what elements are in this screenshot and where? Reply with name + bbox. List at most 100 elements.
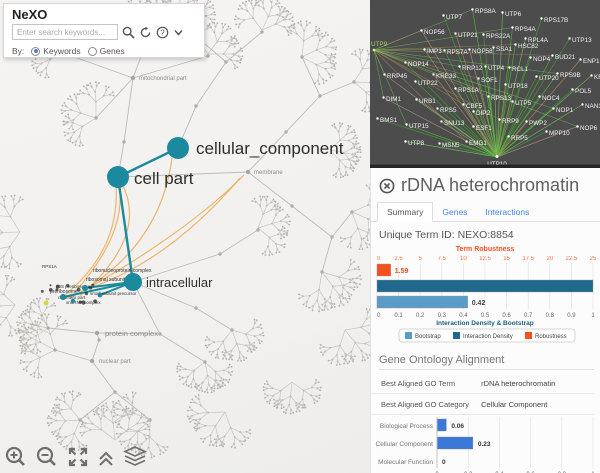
- cluster-term-label[interactable]: preribosome: [50, 289, 78, 295]
- gene-node-NOP56[interactable]: NOP56: [420, 29, 445, 36]
- help-icon[interactable]: ?: [156, 26, 169, 39]
- gene-node-SOF1[interactable]: SOF1: [477, 77, 498, 84]
- gene-node-HSC82[interactable]: HSC82: [514, 43, 539, 50]
- svg-text:22.5: 22.5: [566, 256, 578, 262]
- svg-text:NOP58: NOP58: [472, 48, 493, 55]
- cluster-term-label[interactable]: ribonucleoprotein complex: [93, 268, 152, 274]
- gene-node-RPS22A[interactable]: RPS22A: [482, 33, 511, 40]
- gene-node-MSN5[interactable]: MSN5: [438, 142, 460, 149]
- gene-node-UTP9[interactable]: UTP9: [371, 41, 388, 52]
- svg-text:UTP13: UTP13: [572, 37, 592, 44]
- gene-network-panel[interactable]: UTP7 RPS8A UTP6 RPS17B NOP56 UTP21 RPS22A RPS4A…: [370, 0, 600, 168]
- cluster-term-label[interactable]: nucleolar part: [58, 295, 86, 300]
- gene-node-UTP6[interactable]: UTP6: [501, 11, 522, 18]
- ontology-graph-svg[interactable]: ribonucleoprotein complex RPS1A ribosomal …: [0, 0, 370, 473]
- ontology-node-mitochondrial-part[interactable]: mitochondrial part: [130, 75, 187, 82]
- radio-genes-label[interactable]: Genes: [99, 46, 125, 56]
- gene-node-UTP15[interactable]: UTP15: [405, 123, 429, 130]
- gene-node-SNU13[interactable]: SNU13: [440, 120, 465, 127]
- ontology-node-intracellular[interactable]: intracellular: [124, 273, 213, 291]
- ontology-graph-canvas[interactable]: ribonucleoprotein complex RPS1A ribosomal …: [0, 0, 370, 473]
- gene-node-RPL4A[interactable]: RPL4A: [524, 37, 549, 44]
- gene-node-ESF1[interactable]: ESF1: [472, 125, 492, 132]
- svg-text:UTP20: UTP20: [539, 75, 559, 82]
- gene-network-svg[interactable]: UTP7 RPS8A UTP6 RPS17B NOP56 UTP21 RPS22A RPS4A…: [370, 0, 600, 168]
- svg-text:RRP9: RRP9: [502, 118, 519, 125]
- gene-node-RPS17B[interactable]: RPS17B: [540, 17, 568, 24]
- gene-node-POL5[interactable]: POL5: [571, 88, 592, 95]
- gene-node-IMP3[interactable]: IMP3: [423, 48, 442, 55]
- search-input[interactable]: [12, 24, 118, 40]
- gene-node-DIM1[interactable]: DIM1: [382, 96, 402, 103]
- ontology-node-cell-part[interactable]: cell part: [107, 166, 194, 188]
- radio-genes[interactable]: [87, 46, 97, 56]
- radio-keywords[interactable]: [31, 46, 41, 56]
- svg-text:EMG1: EMG1: [469, 140, 487, 147]
- tab-genes[interactable]: Genes: [442, 207, 468, 217]
- tab-summary[interactable]: Summary: [377, 202, 434, 222]
- radio-keywords-label[interactable]: Keywords: [43, 46, 81, 56]
- gene-node-URB1[interactable]: URB1: [415, 98, 436, 105]
- cluster-term-label[interactable]: small subunit precursor: [90, 291, 137, 296]
- gene-node-RRP12[interactable]: RRP12: [458, 65, 483, 72]
- cluster-term-label[interactable]: 90S preribosome: [56, 284, 91, 289]
- gene-node-BUD21[interactable]: BUD21: [551, 54, 576, 61]
- zoom-out-icon[interactable]: [36, 446, 58, 468]
- ontology-node-membrane[interactable]: membrane: [245, 169, 284, 176]
- gene-node-NAN1[interactable]: NAN1: [581, 103, 600, 110]
- gene-node-BMS1[interactable]: BMS1: [376, 117, 398, 124]
- gene-node-RPS13[interactable]: RPS13: [487, 95, 511, 102]
- gene-node-RPS1A[interactable]: RPS1A: [454, 87, 479, 94]
- svg-text:5: 5: [419, 256, 423, 262]
- gene-node-UTP22[interactable]: UTP22: [414, 80, 438, 87]
- gene-node-CBF5[interactable]: CBF5: [462, 103, 483, 110]
- gene-node-RPS4A[interactable]: RPS4A: [511, 26, 536, 33]
- gene-node-UTP13[interactable]: UTP13: [568, 37, 592, 44]
- gene-node-RCL1[interactable]: RCL1: [508, 66, 529, 73]
- gene-node-UTP7[interactable]: UTP7: [442, 14, 463, 21]
- gene-node-KRR1[interactable]: KRR1: [590, 74, 600, 81]
- gene-node-NOP4[interactable]: NOP4: [529, 56, 551, 63]
- cluster-term-label[interactable]: RPS1A: [42, 264, 57, 269]
- gene-node-NOP14[interactable]: NOP14: [404, 61, 429, 68]
- ontology-node-protein-complex[interactable]: protein complex: [94, 329, 158, 338]
- fit-view-icon[interactable]: [67, 446, 89, 468]
- gene-node-UTP21[interactable]: UTP21: [454, 32, 478, 39]
- gene-node-NOP58[interactable]: NOP58: [468, 48, 493, 55]
- gene-node-NOP1[interactable]: NOP1: [552, 107, 574, 114]
- gene-node-RPS9B[interactable]: RPS9B: [556, 72, 581, 79]
- gene-node-NOC4[interactable]: NOC4: [538, 95, 560, 102]
- layers-icon[interactable]: [123, 446, 147, 468]
- gene-node-MPP10[interactable]: MPP10: [545, 130, 570, 137]
- close-icon[interactable]: [379, 178, 395, 194]
- gene-node-RRP9[interactable]: RRP9: [498, 118, 519, 125]
- gene-node-RPS7A[interactable]: RPS7A: [443, 49, 468, 56]
- collapse-icon[interactable]: [98, 450, 114, 468]
- gene-node-UTP20[interactable]: UTP20: [535, 75, 559, 82]
- gene-node-UTP5[interactable]: UTP5: [511, 100, 532, 107]
- zoom-in-icon[interactable]: [5, 446, 27, 468]
- tab-interactions[interactable]: Interactions: [485, 207, 530, 217]
- gene-node-EMG1[interactable]: EMG1: [465, 140, 487, 147]
- gene-node-PWP2[interactable]: PWP2: [525, 120, 547, 127]
- cluster-term-label[interactable]: ribosomal subunit: [86, 277, 126, 283]
- search-icon[interactable]: [122, 26, 135, 39]
- chevron-down-icon[interactable]: [173, 27, 184, 38]
- gene-node-RPS8A[interactable]: RPS8A: [471, 8, 496, 15]
- ontology-node-nuclear-part[interactable]: nuclear part: [89, 358, 131, 365]
- gene-node-UTP18[interactable]: UTP18: [504, 83, 528, 90]
- gene-node-RRP45[interactable]: RRP45: [383, 73, 408, 80]
- gene-node-SSA1[interactable]: SSA1: [492, 46, 513, 53]
- gene-node-RPS5[interactable]: RPS5: [436, 107, 457, 114]
- gene-node-UTP8[interactable]: UTP8: [404, 140, 425, 147]
- details-tabs: Summary Genes Interactions: [371, 202, 600, 222]
- refresh-icon[interactable]: [139, 26, 152, 39]
- gene-node-ENP1[interactable]: ENP1: [579, 58, 600, 65]
- gene-node-RRP5[interactable]: RRP5: [507, 135, 528, 142]
- gene-node-NOP6[interactable]: NOP6: [576, 125, 598, 132]
- gene-node-KRE33[interactable]: KRE33: [432, 73, 456, 80]
- gene-node-UTP4[interactable]: UTP4: [484, 65, 505, 72]
- gene-node-DIP2[interactable]: DIP2: [472, 110, 490, 117]
- ontology-node-cellular_component[interactable]: cellular_component: [167, 137, 344, 159]
